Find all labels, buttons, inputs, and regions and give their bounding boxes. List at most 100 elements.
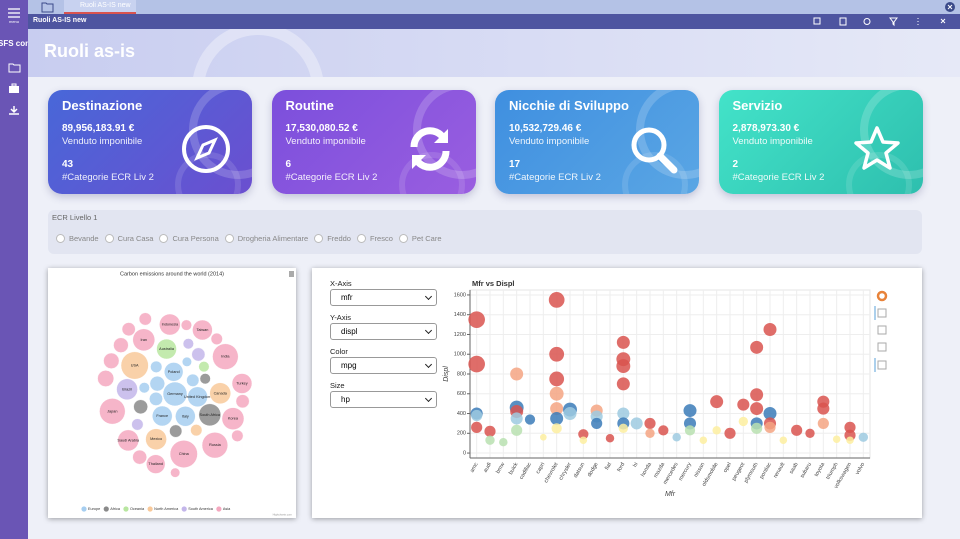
legend-label[interactable]: Europe [88, 507, 100, 511]
bubble [198, 361, 210, 373]
tab[interactable]: Ruoli AS-IS new [64, 0, 136, 14]
point [672, 433, 681, 442]
menu-label[interactable]: menu [9, 19, 19, 24]
tool-button[interactable] [877, 360, 887, 370]
card-title: Destinazione [62, 98, 143, 113]
select[interactable]: hp [330, 391, 437, 408]
x-tick-label: nissan [693, 462, 706, 479]
legend-label[interactable]: South America [188, 507, 214, 511]
legend-label[interactable]: North America [154, 507, 179, 511]
point [710, 395, 724, 409]
bubble [113, 337, 129, 353]
point [846, 436, 854, 444]
legend-label[interactable]: Oceania [130, 507, 145, 511]
radio[interactable] [398, 234, 408, 243]
select[interactable]: mpg [330, 357, 437, 374]
bubble-label: India [221, 355, 230, 359]
select[interactable]: displ [330, 323, 437, 340]
x-tick-label: chrysler [558, 462, 573, 482]
radio-option[interactable]: Pet Care [398, 234, 442, 243]
y-axis-label: Displ [443, 366, 450, 382]
kpi-card: Destinazione 89,956,183.91 € Venduto impon… [48, 90, 252, 194]
legend-marker[interactable] [147, 506, 153, 512]
bubble [182, 356, 192, 367]
radio[interactable] [56, 234, 65, 243]
legend-item[interactable]: Asia [216, 506, 231, 512]
x-tick-label: pontiac [759, 462, 773, 481]
point [699, 436, 708, 444]
kpi-card: Servizio 2,878,973.30 € Venduto imponibile… [718, 90, 923, 194]
radio[interactable] [224, 234, 234, 243]
tool-button[interactable] [877, 342, 887, 352]
radio-option[interactable]: Bevande [56, 234, 99, 243]
point [817, 402, 830, 415]
bubble [116, 378, 138, 401]
bubble-label: Turkey [236, 381, 248, 385]
legend-item[interactable]: North America [147, 506, 180, 512]
legend-marker[interactable] [181, 506, 187, 512]
radio-option[interactable]: Cura Casa [104, 234, 153, 243]
point [779, 436, 788, 444]
plot-toolbar[interactable] [874, 290, 888, 372]
legend-item[interactable]: Oceania [123, 506, 145, 512]
radio-label: Bevande [69, 234, 99, 243]
point [750, 340, 764, 354]
radio-option[interactable]: Drogheria Alimentare [224, 234, 308, 243]
point [549, 386, 564, 401]
card-amount: 89,956,183.91 € [62, 123, 135, 134]
tool-logo[interactable] [876, 290, 888, 302]
legend-item[interactable]: Europe [81, 506, 100, 512]
radio[interactable] [314, 234, 324, 243]
radio[interactable] [356, 234, 366, 243]
legend-item[interactable]: Africa [103, 506, 121, 512]
card-count-label: #Categorie ECR Liv 2 [285, 172, 378, 183]
bubble [221, 407, 245, 430]
folder-icon[interactable] [40, 1, 56, 13]
bubble [149, 376, 165, 392]
bubble [146, 454, 166, 474]
bubble [187, 386, 208, 407]
legend-marker[interactable] [103, 506, 109, 512]
point [616, 335, 630, 349]
point [471, 421, 483, 433]
legend-marker[interactable] [123, 506, 129, 512]
radio-option[interactable]: Fresco [356, 234, 393, 243]
select[interactable]: mfr [330, 289, 437, 306]
close-icon[interactable] [944, 1, 956, 13]
point [737, 398, 750, 411]
point [591, 417, 603, 430]
x-tick-label: bmw [495, 462, 506, 475]
bubble [164, 362, 184, 382]
legend-label[interactable]: Asia [223, 507, 231, 511]
point [468, 355, 485, 373]
radio[interactable] [159, 234, 169, 243]
legend-item[interactable]: South America [181, 506, 214, 512]
legend-marker[interactable] [216, 506, 222, 512]
chart-menu[interactable] [289, 271, 294, 277]
legend-label[interactable]: Africa [110, 507, 121, 511]
card-count: 17 [509, 159, 521, 170]
control-label: Size [330, 381, 345, 390]
x-tick-label: capri [535, 462, 546, 475]
point [858, 432, 869, 442]
bubble [145, 428, 167, 450]
radio[interactable] [104, 234, 114, 243]
window-icons[interactable] [808, 15, 958, 28]
chart-title: Mfr vs Displ [472, 279, 515, 288]
radio-option[interactable]: Cura Persona [159, 234, 219, 243]
bubble-label: France [156, 414, 168, 418]
point [817, 417, 829, 430]
tool-button[interactable] [877, 325, 887, 335]
tool-button[interactable] [877, 308, 887, 318]
radio-option[interactable]: Freddo [314, 234, 351, 243]
x-tick-label: toyota [814, 461, 827, 478]
x-tick-label: hi [632, 462, 639, 469]
bubble-label: Canada [214, 391, 228, 395]
x-tick-label: audi [483, 462, 493, 474]
card-amount-label: Venduto imponibile [732, 136, 813, 147]
y-tick-label: 1000 [454, 352, 466, 358]
legend-marker[interactable] [81, 506, 87, 512]
bubble [149, 392, 163, 406]
point [563, 407, 577, 421]
